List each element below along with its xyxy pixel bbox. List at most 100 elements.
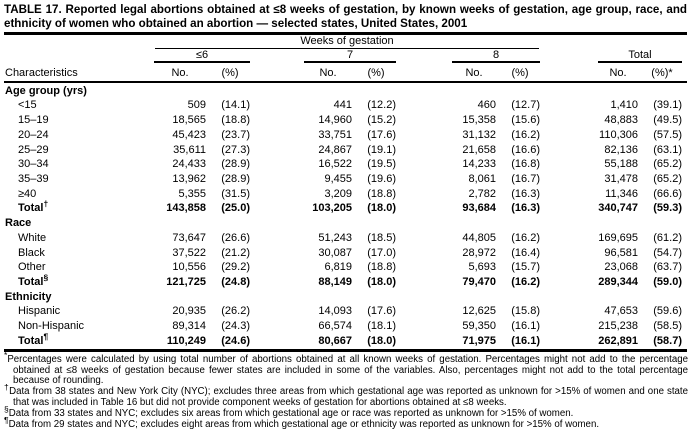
row-footnote-marker: § [43,272,49,283]
value-cell: 18,565 [172,114,206,127]
value-cell: (16.2) [511,128,540,141]
row-label: 15–19 [18,114,49,127]
value-cell: (25.0) [221,202,250,215]
value-cell: 1,410 [610,99,638,112]
value-cell: 31,132 [462,128,496,141]
group-header-le6: ≤6 [154,49,250,63]
subheader-no: No. [609,66,627,79]
value-cell: (18.1) [367,320,396,333]
value-cell: (58.7) [653,334,682,347]
subheader-pct: (%) [221,66,239,79]
value-cell: 23,068 [604,261,638,274]
value-cell: 6,819 [324,261,352,274]
value-cell: 47,653 [604,305,638,318]
value-cell: 93,684 [462,202,496,215]
value-cell: (49.5) [653,114,682,127]
value-cell: 88,149 [318,276,352,289]
value-cell: 24,433 [172,158,206,171]
section-header-row: Race [4,216,684,231]
value-cell: 80,667 [318,334,352,347]
table-row: 30–34 24,433 (28.9) 16,522 (19.5) 14,233 (16.8… [4,157,684,172]
value-cell: 460 [477,99,496,112]
value-cell: (65.2) [653,173,682,185]
footnote-asterisk: *Percentages were calculated by using to… [4,350,688,387]
value-cell: (24.8) [221,276,250,289]
value-cell: (15.6) [511,114,540,127]
group-header-7: 7 [304,49,396,63]
value-cell: 5,355 [178,187,206,200]
row-label: Total† [18,198,49,215]
value-cell: (29.2) [221,261,250,274]
value-cell: 5,693 [468,261,496,274]
stub-header: Characteristics [5,66,78,79]
value-cell: (19.6) [367,173,396,185]
bottom-rule [4,348,687,352]
value-cell: (16.2) [511,231,540,244]
subheader-no: No. [171,66,189,79]
value-cell: (18.0) [367,276,396,289]
footnote-marker: † [4,381,10,392]
value-cell: 82,136 [604,143,638,156]
value-cell: 289,344 [598,276,638,289]
value-cell: 143,858 [166,202,206,215]
value-cell: (58.5) [653,320,682,333]
header-rule [4,80,687,83]
value-cell: 44,805 [462,231,496,244]
value-cell: 12,625 [462,305,496,318]
footnote-text: Data from 33 states and NYC; excludes si… [8,407,574,419]
value-cell: 110,249 [166,334,206,347]
value-cell: 31,478 [604,173,638,185]
table-body: Age group (yrs) <15 509 (14.1) 441 (12.2) 460 (… [4,84,687,349]
value-cell: (23.7) [221,128,250,141]
value-cell: 37,522 [172,246,206,259]
value-cell: 89,314 [172,320,206,333]
value-cell: (18.0) [367,334,396,347]
value-cell: 13,962 [172,173,206,185]
table-row: Total§ 121,725 (24.8) 88,149 (18.0) 79,470 (16… [4,272,684,290]
value-cell: 96,581 [604,246,638,259]
value-cell: (19.1) [367,143,396,156]
value-cell: (31.5) [221,187,250,200]
subheader-pct: (%) [367,66,385,79]
value-cell: 10,556 [172,261,206,274]
value-cell: (26.6) [221,231,250,244]
title-rule [4,32,687,35]
section-header-row: Age group (yrs) [4,84,684,99]
value-cell: 66,574 [318,320,352,333]
value-cell: (59.0) [653,276,682,289]
footnote-text: Data from 38 states and New York City (N… [9,386,688,408]
value-cell: 16,522 [318,158,352,171]
value-cell: 79,470 [462,276,496,289]
footnote-pilcrow: ¶Data from 29 states and NYC; excludes e… [4,415,688,430]
row-label: Hispanic [18,305,61,318]
value-cell: 262,891 [598,334,638,347]
subheader-no: No. [465,66,483,79]
footnotes: *Percentages were calculated by using to… [4,350,688,430]
table-row: 25–29 35,611 (27.3) 24,867 (19.1) 21,658 (16.6… [4,143,684,158]
value-cell: (59.3) [653,202,682,215]
value-cell: 28,972 [462,246,496,259]
value-cell: 15,358 [462,114,496,127]
value-cell: (17.0) [367,246,396,259]
value-cell: (16.8) [511,158,540,171]
table-row: Other 10,556 (29.2) 6,819 (18.8) 5,693 (15.7) 2… [4,260,684,275]
value-cell: 103,205 [312,202,352,215]
row-footnote-marker: ¶ [43,331,49,342]
value-cell: (24.3) [221,320,250,333]
header-sub-row: Characteristics No. (%) No. (%) No. (%) … [4,63,684,79]
section-label: Ethnicity [5,290,52,303]
subheader-pct: (%) [511,66,529,79]
value-cell: (28.9) [221,158,250,171]
row-label: 35–39 [18,173,49,185]
subheader-pct: (%)* [651,66,673,79]
row-label: Other [18,261,46,274]
value-cell: (15.8) [511,305,540,318]
value-cell: 51,243 [318,231,352,244]
value-cell: (18.0) [367,202,396,215]
row-label: Total§ [18,272,49,289]
value-cell: (19.5) [367,158,396,171]
value-cell: 21,658 [462,143,496,156]
value-cell: 441 [333,99,352,112]
value-cell: 45,423 [172,128,206,141]
